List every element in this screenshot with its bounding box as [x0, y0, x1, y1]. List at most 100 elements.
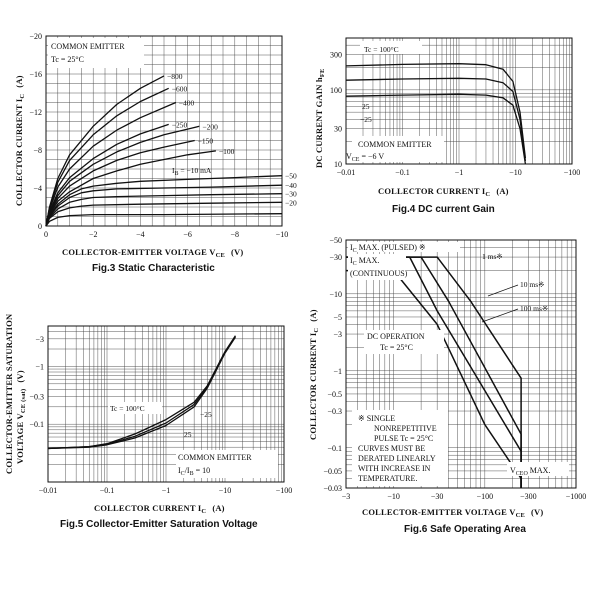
fig4-y-ticks: 300 100 30 10 [330, 50, 342, 169]
fig3-series-line-5 [45, 125, 200, 227]
fig3-y-ticks: 0 −4 −8 −12 −16 −20 [29, 32, 42, 231]
fig4-series-line-2 [345, 77, 527, 161]
fig6-plot-frame [345, 239, 577, 489]
fig3-curve-label: −40 [285, 181, 297, 190]
fig6-x-tick-label: −3 [342, 492, 351, 501]
fig3-ib-label: IB = −10 mA [172, 166, 212, 177]
fig5-curve-label-25: 25 [184, 430, 192, 439]
fig3-x-ticks: 0 −2 −4 −6 −8 −10 [44, 230, 288, 239]
fig6-leader-100ms [481, 308, 519, 323]
fig5-plot-frame [47, 325, 285, 483]
fig4-x-tick-label: −0.1 [395, 168, 410, 177]
fig6-y-tick-label: −3 [333, 330, 342, 339]
fig6-x-tick-label: −100 [477, 492, 494, 501]
fig3-curve-label: −50 [285, 172, 297, 181]
fig3-series-line-8 [45, 175, 283, 227]
fig3-curve-label: −600 [172, 84, 188, 93]
fig3-note-bg [48, 38, 144, 68]
fig3-series-line-7 [45, 150, 216, 227]
fig3-series [45, 75, 283, 227]
fig4-series-line-3 [345, 93, 527, 165]
fig3-x-tick-label: −4 [136, 230, 145, 239]
fig6-footnote-2: NONREPETITIVE [374, 424, 437, 433]
fig5-y-ticks: −3 −1 −0.3 −0.1 [29, 335, 44, 429]
fig6-footnote-4: CURVES MUST BE [358, 444, 425, 453]
fig4-curve-label-100: Tc = 100°C [364, 45, 399, 54]
fig3-curve-label: −400 [179, 99, 195, 108]
fig6-y-tick-label: −0.1 [327, 444, 342, 453]
fig3-y-tick-label: −12 [29, 108, 42, 117]
fig4-label-bg [360, 41, 422, 54]
fig6-note-continuous: (CONTINUOUS) [350, 269, 408, 278]
chart-fig4: −0.01 −0.1 −1 −10 −100 300 100 30 10 Tc = 100°C… [314, 37, 581, 215]
fig5-y-axis-label-1: COLLECTOR-EMITTER SATURATION [4, 313, 14, 474]
fig4-curve-label-25: 25 [362, 102, 370, 111]
fig3-series-line-9 [45, 184, 283, 227]
fig5-y-tick-label: −3 [35, 335, 44, 344]
fig3-x-tick-label: −10 [276, 230, 289, 239]
fig4-y-tick-label: 10 [334, 160, 342, 169]
fig6-y-tick-label: −30 [329, 253, 342, 262]
fig6-footnote-5: DERATED LINEARLY [358, 454, 436, 463]
fig4-y-tick-label: 30 [334, 125, 342, 134]
fig3-y-tick-label: −20 [29, 32, 42, 41]
fig3-series-line-6 [45, 139, 195, 227]
fig5-x-tick-label: −0.1 [100, 486, 115, 495]
chart-fig5: −0.01 −0.1 −1 −10 −100 −3 −1 −0.3 −0.1 Tc = 100… [4, 313, 292, 530]
fig5-note-ratio: IC/IB = 10 [178, 466, 210, 477]
fig5-note-common-emitter: COMMON EMITTER [178, 453, 252, 462]
fig6-curve-label-10ms: 10 ms※ [520, 280, 544, 289]
fig5-x-tick-label: −1 [162, 486, 171, 495]
fig6-curve-label-1ms: 1 ms※ [482, 252, 503, 261]
fig6-note-ic-pulsed: IC MAX. (PULSED) ※ [350, 243, 426, 254]
fig6-y-tick-label: −0.5 [327, 390, 342, 399]
fig4-series-line-1 [345, 63, 527, 159]
fig3-curve-label: −30 [285, 190, 297, 199]
fig3-curve-label: −250 [172, 120, 188, 129]
fig6-y-tick-label: −0.05 [323, 467, 342, 476]
fig6-footnote-7: TEMPERATURE. [358, 474, 417, 483]
fig3-x-tick-label: −8 [231, 230, 240, 239]
fig4-x-axis-label: COLLECTOR CURRENT IC (A) [378, 186, 509, 198]
fig5-curve-label-m25: −25 [200, 410, 212, 419]
fig3-series-line-2 [45, 87, 169, 227]
fig3-note-temp: Tc = 25°C [51, 55, 84, 64]
fig3-x-tick-label: −2 [89, 230, 98, 239]
fig3-curve-label: −100 [219, 147, 235, 156]
fig6-footnote-6: WITH INCREASE IN [358, 464, 431, 473]
fig5-x-ticks: −0.01 −0.1 −1 −10 −100 [39, 486, 293, 495]
fig3-series-line-11 [45, 201, 283, 227]
fig5-y-tick-label: −0.1 [29, 420, 44, 429]
fig6-footnote-bg [352, 410, 448, 486]
fig4-plot-frame [345, 37, 573, 165]
fig5-y-axis-label-2: VOLTAGE VCE (sat)(V) [15, 370, 27, 464]
chart-fig3: 0 −2 −4 −6 −8 −10 0−4−8−12−16−20 −800−600−400… [14, 32, 297, 274]
fig4-curve-label-m25: −25 [360, 115, 372, 124]
fig3-curve-label: −800 [167, 72, 183, 81]
fig3-caption: Fig.3 Static Characteristic [92, 263, 215, 274]
fig3-plot-frame [45, 35, 283, 227]
fig3-y-tick-label: 0 [38, 222, 42, 231]
fig6-x-tick-label: −1000 [566, 492, 587, 501]
fig3-y-tick-label: −16 [29, 70, 42, 79]
fig6-y-ticks: −50 −30 −10 −5 −3 −1 −0.5 −0.3 −0.1 −0.05 −0.03 [323, 236, 342, 493]
fig4-x-tick-label: −0.01 [337, 168, 356, 177]
fig6-note1-bg [348, 242, 460, 252]
fig3-curve-labels: −800 −600 −400 −250 −200 −150 −100 −50−40−30−20 [167, 72, 297, 207]
fig4-y-axis-label: DC CURRENT GAIN hFE [314, 68, 326, 168]
fig3-note-common-emitter: COMMON EMITTER [51, 42, 125, 51]
fig4-x-ticks: −0.01 −0.1 −1 −10 −100 [337, 168, 581, 177]
fig6-y-tick-label: −0.03 [323, 484, 342, 493]
fig3-y-tick-label: −4 [33, 184, 42, 193]
fig5-series [47, 335, 236, 450]
fig3-series-line-12 [45, 213, 283, 227]
fig6-dc-note-bg [364, 330, 444, 354]
fig5-x-axis-label: COLLECTOR CURRENT IC (A) [94, 503, 225, 515]
fig6-leader-10ms [487, 284, 519, 297]
fig3-series-line-10 [45, 193, 283, 227]
fig3-curve-label: −20 [285, 198, 297, 207]
fig3-x-axis-label: COLLECTOR-EMITTER VOLTAGE VCE (V) [62, 247, 243, 259]
fig6-x-axis-label: COLLECTOR-EMITTER VOLTAGE VCE (V) [362, 507, 543, 519]
fig4-caption: Fig.4 DC current Gain [392, 204, 495, 215]
